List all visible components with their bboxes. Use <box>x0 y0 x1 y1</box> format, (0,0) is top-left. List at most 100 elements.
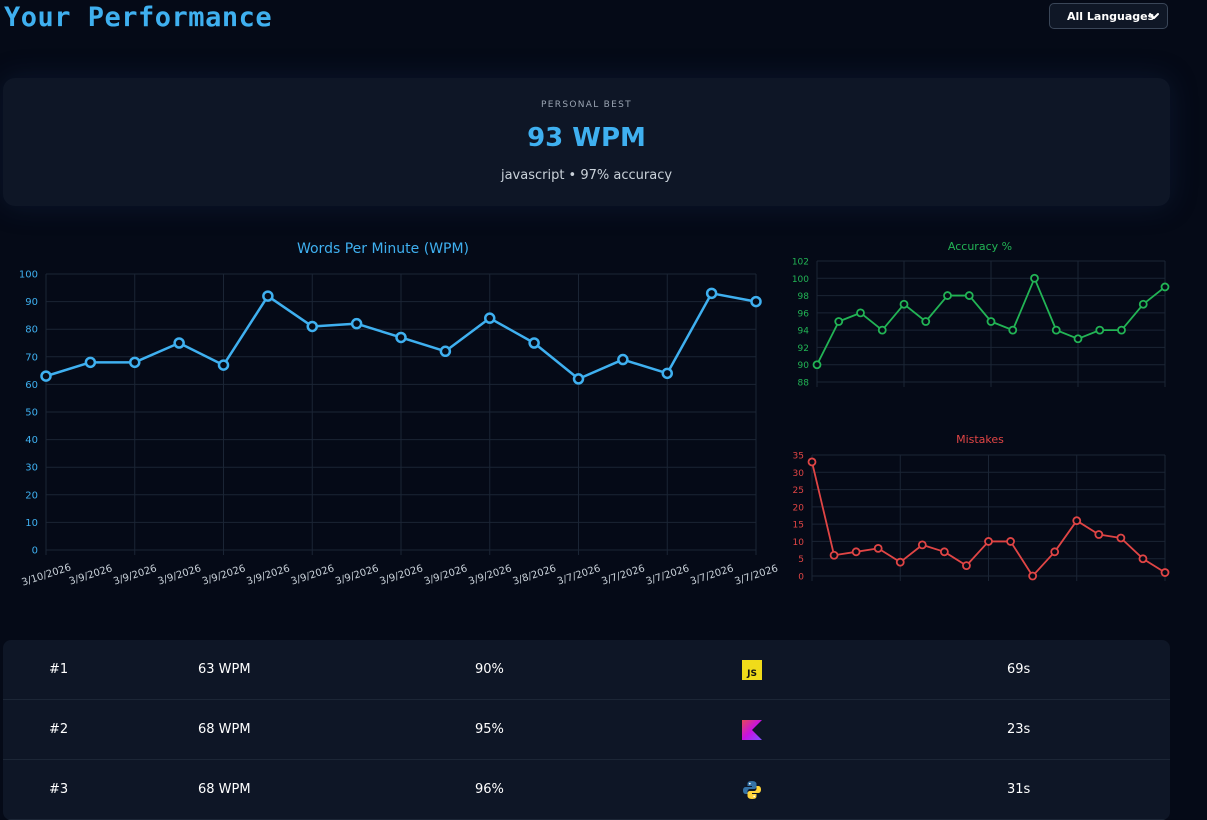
y-tick-label: 96 <box>798 309 810 319</box>
x-tick-label: 3/9/2026 <box>378 563 424 587</box>
data-point <box>895 557 905 567</box>
data-point <box>262 290 274 302</box>
data-point <box>617 353 629 366</box>
x-tick-label: 3/9/2026 <box>112 563 158 587</box>
rank-cell: #2 <box>49 722 69 737</box>
wpm-cell: 63 WPM <box>198 662 251 677</box>
data-point <box>873 543 883 553</box>
data-point <box>1006 537 1015 546</box>
data-point <box>84 356 97 369</box>
data-point <box>661 367 673 380</box>
data-point <box>395 331 407 344</box>
data-point <box>1028 571 1038 581</box>
y-tick-label: 70 <box>25 352 38 363</box>
data-point <box>1030 273 1039 283</box>
time-cell: 69s <box>1007 662 1031 677</box>
y-tick-label: 5 <box>798 555 804 565</box>
data-point <box>484 312 496 324</box>
language-select-value: All Languages <box>1067 9 1155 23</box>
accuracy-cell: 90% <box>475 662 504 677</box>
data-point <box>306 320 318 333</box>
data-point <box>1116 533 1126 543</box>
y-tick-label: 88 <box>798 379 810 389</box>
y-tick-label: 20 <box>793 503 805 513</box>
time-cell: 23s <box>1007 722 1031 737</box>
chart-title: Mistakes <box>956 433 1004 446</box>
data-point <box>964 291 974 300</box>
data-point <box>877 325 887 335</box>
data-point <box>40 370 52 382</box>
x-tick-label: 3/7/2026 <box>689 563 735 587</box>
y-tick-label: 30 <box>25 463 38 474</box>
y-tick-label: 92 <box>798 344 809 354</box>
y-tick-label: 10 <box>793 538 805 548</box>
data-point <box>1138 299 1148 309</box>
data-point <box>350 317 363 330</box>
data-point <box>572 373 585 385</box>
data-point <box>528 337 540 349</box>
x-tick-label: 3/9/2026 <box>245 563 291 587</box>
y-tick-label: 94 <box>798 327 810 337</box>
data-point <box>962 561 971 571</box>
accuracy-cell: 95% <box>475 722 504 737</box>
data-point <box>129 356 141 369</box>
y-tick-label: 80 <box>25 325 38 336</box>
x-tick-label: 3/7/2026 <box>733 563 779 587</box>
data-point <box>1095 325 1105 335</box>
data-point <box>1117 325 1126 335</box>
y-tick-label: 90 <box>798 361 810 371</box>
personal-best-card: PERSONAL BEST 93 WPM javascript • 97% ac… <box>3 78 1170 206</box>
data-point <box>917 540 927 550</box>
wpm-cell: 68 WPM <box>198 722 251 737</box>
personal-best-detail: javascript • 97% accuracy <box>500 168 673 183</box>
data-point <box>1072 516 1082 526</box>
data-point <box>812 360 822 370</box>
data-point <box>1050 547 1060 557</box>
data-point <box>705 287 718 300</box>
y-tick-label: 35 <box>793 452 804 462</box>
language-cell <box>742 760 762 819</box>
page-title: Your Performance <box>4 2 273 33</box>
y-tick-label: 25 <box>793 486 804 496</box>
x-tick-label: 3/9/2026 <box>334 563 380 587</box>
y-tick-label: 10 <box>25 518 38 529</box>
data-point <box>984 537 993 546</box>
data-point <box>1094 530 1104 539</box>
y-tick-label: 40 <box>25 435 38 446</box>
history-table: #1 63 WPM 90% JS 69s #2 68 WPM 95% <box>3 640 1170 820</box>
personal-best-label: PERSONAL BEST <box>541 100 632 110</box>
language-select[interactable]: All Languages <box>1049 3 1168 29</box>
data-point <box>750 295 762 308</box>
data-point <box>943 291 952 300</box>
data-point <box>1160 568 1170 577</box>
accuracy-cell: 96% <box>475 782 504 797</box>
rank-cell: #1 <box>49 662 69 677</box>
rank-cell: #3 <box>49 782 69 797</box>
svg-text:JS: JS <box>746 669 757 679</box>
data-point <box>1008 325 1018 335</box>
chart-title: Words Per Minute (WPM) <box>297 241 469 257</box>
data-point <box>986 317 996 326</box>
python-icon <box>743 780 761 799</box>
x-tick-label: 3/9/2026 <box>290 563 336 587</box>
data-point <box>899 299 909 309</box>
table-row[interactable]: #1 63 WPM 90% JS 69s <box>3 640 1170 700</box>
y-tick-label: 102 <box>792 258 809 268</box>
data-point <box>1051 325 1061 335</box>
data-point <box>807 457 817 467</box>
y-tick-label: 20 <box>25 490 38 501</box>
chart-title: Accuracy % <box>948 240 1012 253</box>
data-point <box>173 337 185 349</box>
y-tick-label: 98 <box>798 292 810 302</box>
y-tick-label: 100 <box>792 275 809 285</box>
wpm-cell: 68 WPM <box>198 782 251 797</box>
table-row[interactable]: #3 68 WPM 96% 31s <box>3 760 1170 820</box>
table-row[interactable]: #2 68 WPM 95% 23s <box>3 700 1170 760</box>
data-point <box>439 345 452 358</box>
y-tick-label: 90 <box>25 297 38 308</box>
x-tick-label: 3/7/2026 <box>556 563 602 587</box>
y-tick-label: 15 <box>793 521 804 531</box>
y-tick-label: 0 <box>32 546 38 557</box>
x-tick-label: 3/7/2026 <box>645 563 691 587</box>
